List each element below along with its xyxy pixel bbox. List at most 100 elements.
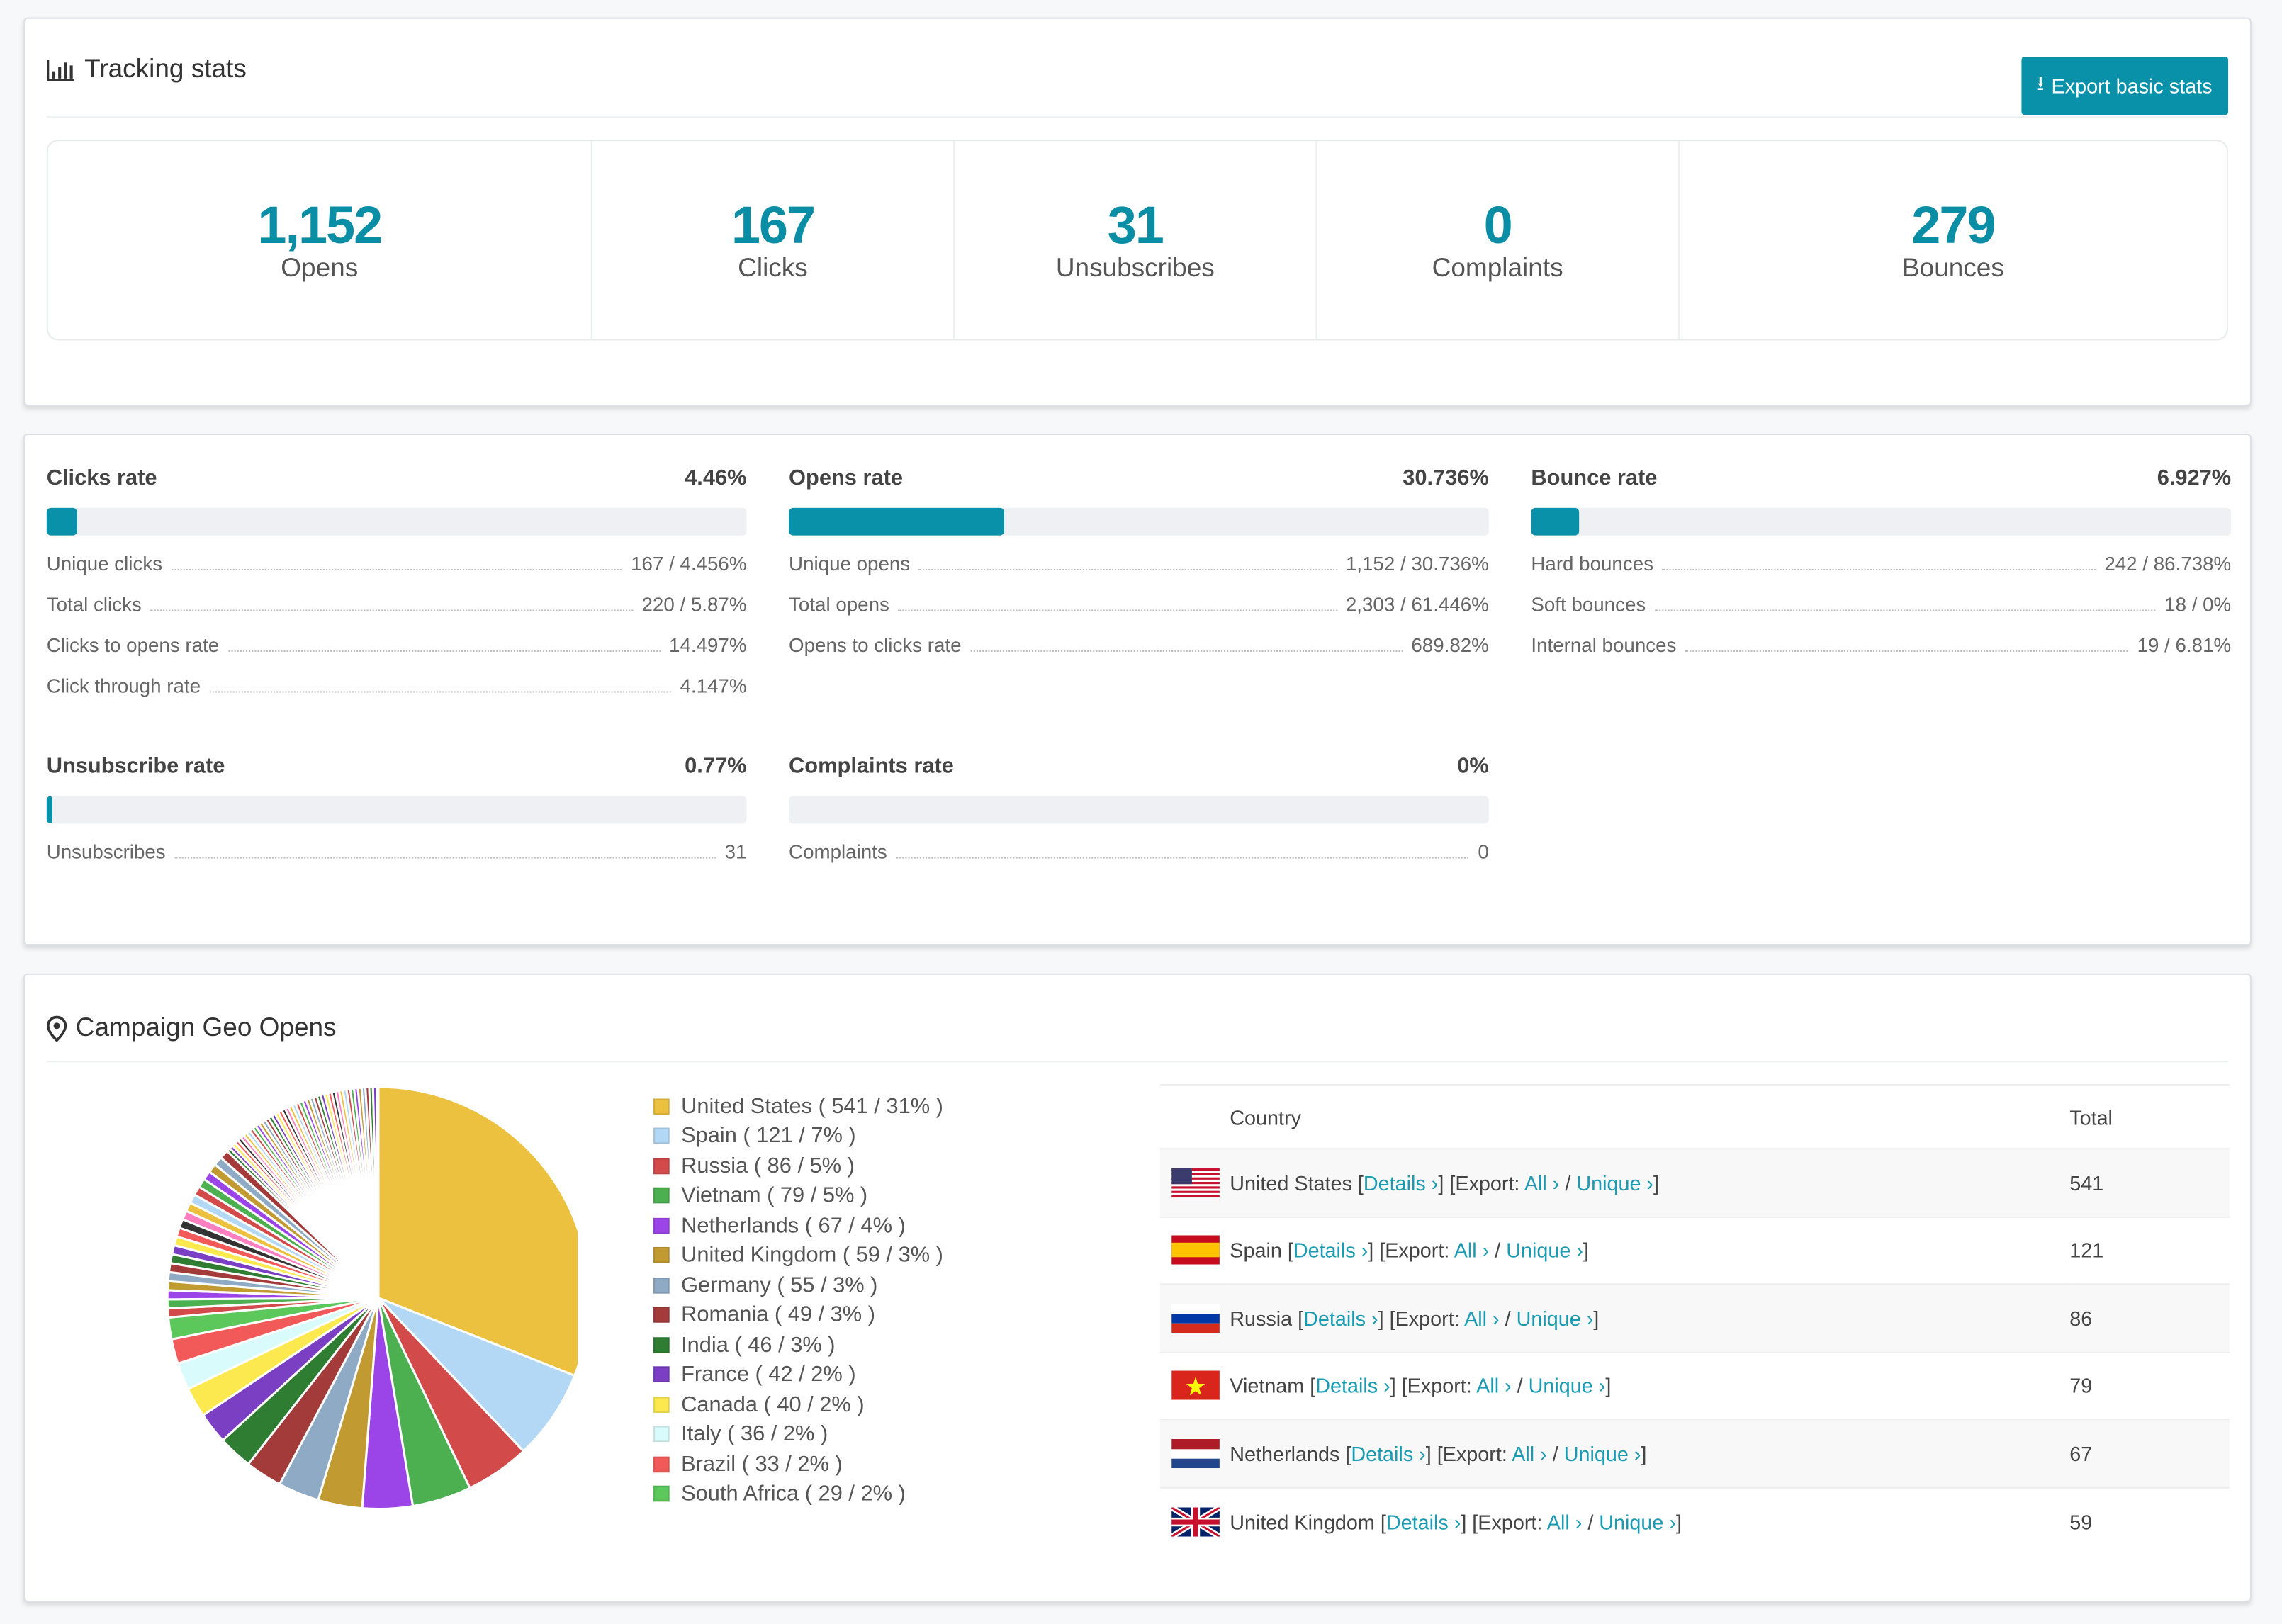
metric-row: Complaints 0 bbox=[789, 841, 1489, 864]
metric-row: Unique clicks 167 / 4.456% bbox=[47, 553, 747, 576]
metric-label: Total opens bbox=[789, 593, 889, 616]
bracket: ] bbox=[1653, 1171, 1660, 1195]
progress-fill bbox=[1531, 507, 1580, 536]
country-name: Netherlands bbox=[1230, 1441, 1340, 1465]
export-basic-stats-button[interactable]: ⭳ Export basic stats bbox=[2020, 57, 2229, 115]
metric-row: Internal bounces 19 / 6.81% bbox=[1531, 634, 2231, 658]
stat-opens: 1,152 Opens bbox=[48, 141, 592, 339]
metric-label: Total clicks bbox=[46, 593, 142, 616]
separator: / bbox=[1511, 1374, 1529, 1397]
table-row: United Kingdom [Details ›] [Export: All … bbox=[1159, 1486, 2230, 1555]
export-label: ] [Export: bbox=[1390, 1374, 1477, 1397]
export-unique-link[interactable]: Unique › bbox=[1528, 1374, 1606, 1397]
rates-card: Clicks rate 4.46% Unique clicks 167 / 4.456… bbox=[23, 433, 2252, 946]
pie-slice-united-states[interactable] bbox=[377, 1086, 578, 1377]
rate-value: 30.736% bbox=[1403, 466, 1489, 491]
export-unique-link[interactable]: Unique › bbox=[1506, 1239, 1583, 1262]
metric-value: 2,303 / 61.446% bbox=[1345, 593, 1489, 616]
metric-label: Unique opens bbox=[789, 553, 911, 575]
legend-label: United Kingdom ( 59 / 3% ) bbox=[681, 1243, 943, 1268]
tracking-stats-card: Tracking stats ⭳ Export basic stats 1,152… bbox=[23, 17, 2252, 406]
legend-item: Spain ( 121 / 7% ) bbox=[653, 1121, 943, 1151]
details-link[interactable]: Details › bbox=[1363, 1171, 1439, 1195]
geo-pie-chart bbox=[166, 1086, 578, 1511]
legend-label: Brazil ( 33 / 2% ) bbox=[681, 1451, 843, 1477]
metric-row: Clicks to opens rate 14.497% bbox=[47, 634, 747, 658]
export-unique-link[interactable]: Unique › bbox=[1516, 1306, 1594, 1330]
header-country: Country bbox=[1230, 1083, 2070, 1149]
download-icon: ⭳ bbox=[2037, 71, 2045, 95]
rate-title: Complaints rate bbox=[789, 753, 954, 779]
country-name: Spain bbox=[1230, 1239, 1282, 1262]
legend-label: Italy ( 36 / 2% ) bbox=[681, 1421, 828, 1447]
legend-label: Netherlands ( 67 / 4% ) bbox=[681, 1213, 906, 1239]
details-link[interactable]: Details › bbox=[1351, 1441, 1426, 1465]
export-all-link[interactable]: All › bbox=[1512, 1441, 1547, 1465]
metric-row: Opens to clicks rate 689.82% bbox=[789, 634, 1489, 658]
export-all-link[interactable]: All › bbox=[1476, 1374, 1512, 1397]
legend-label: United States ( 541 / 31% ) bbox=[681, 1093, 943, 1119]
map-pin-icon bbox=[46, 1015, 67, 1042]
stat-value: 1,152 bbox=[257, 194, 383, 254]
table-row: United States [Details ›] [Export: All ›… bbox=[1159, 1148, 2230, 1217]
metric-label: Click through rate bbox=[46, 675, 201, 697]
export-all-link[interactable]: All › bbox=[1454, 1239, 1490, 1262]
table-row: Netherlands [Details ›] [Export: All › /… bbox=[1159, 1419, 2230, 1487]
rate-title: Bounce rate bbox=[1531, 466, 1658, 491]
stat-label: Opens bbox=[281, 252, 359, 282]
stat-value: 279 bbox=[1911, 194, 1996, 254]
dot-leader bbox=[209, 691, 672, 693]
export-unique-link[interactable]: Unique › bbox=[1599, 1509, 1676, 1533]
country-total: 59 bbox=[2069, 1486, 2230, 1555]
country-total: 541 bbox=[2069, 1148, 2230, 1217]
legend-item: France ( 42 / 2% ) bbox=[653, 1360, 943, 1389]
export-unique-link[interactable]: Unique › bbox=[1576, 1171, 1654, 1195]
rate-title: Opens rate bbox=[789, 466, 904, 491]
progress-bar bbox=[46, 796, 747, 824]
metric-row: Hard bounces 242 / 86.738% bbox=[1531, 553, 2231, 576]
separator: / bbox=[1582, 1509, 1600, 1533]
rate-title: Clicks rate bbox=[46, 466, 157, 491]
stat-label: Complaints bbox=[1432, 252, 1563, 282]
dot-leader bbox=[174, 857, 716, 859]
metric-value: 18 / 0% bbox=[2164, 593, 2232, 616]
export-unique-link[interactable]: Unique › bbox=[1563, 1441, 1641, 1465]
rate-value: 0.77% bbox=[685, 753, 747, 779]
dot-leader bbox=[898, 609, 1337, 611]
legend-swatch bbox=[653, 1336, 670, 1353]
legend-item: United Kingdom ( 59 / 3% ) bbox=[653, 1241, 943, 1270]
dot-leader bbox=[969, 650, 1403, 653]
pie-slice-spain[interactable] bbox=[377, 1297, 576, 1453]
details-link[interactable]: Details › bbox=[1303, 1306, 1378, 1330]
dot-leader bbox=[896, 857, 1470, 859]
flag-gb-icon bbox=[1171, 1506, 1220, 1536]
separator: / bbox=[1546, 1441, 1564, 1465]
country-name: United States bbox=[1230, 1171, 1352, 1195]
rate-clicks-rate: Clicks rate 4.46% Unique clicks 167 / 4.456… bbox=[46, 466, 747, 699]
rate-complaints-rate: Complaints rate 0% Complaints 0 bbox=[789, 754, 1489, 864]
legend-item: United States ( 541 / 31% ) bbox=[653, 1091, 943, 1121]
export-label: ] [Export: bbox=[1438, 1171, 1524, 1195]
flag-es-icon bbox=[1171, 1236, 1220, 1265]
export-all-link[interactable]: All › bbox=[1546, 1509, 1583, 1533]
legend-swatch bbox=[653, 1426, 670, 1443]
metric-row: Total opens 2,303 / 61.446% bbox=[789, 594, 1489, 617]
metric-row: Soft bounces 18 / 0% bbox=[1531, 594, 2231, 617]
details-link[interactable]: Details › bbox=[1386, 1509, 1461, 1533]
details-link[interactable]: Details › bbox=[1293, 1239, 1368, 1262]
legend-swatch bbox=[653, 1366, 670, 1383]
metric-label: Hard bounces bbox=[1531, 553, 1654, 575]
details-link[interactable]: Details › bbox=[1315, 1374, 1390, 1397]
legend-swatch bbox=[653, 1158, 670, 1174]
country-total: 79 bbox=[2069, 1350, 2230, 1420]
flag-nl-icon bbox=[1171, 1438, 1220, 1468]
legend-label: South Africa ( 29 / 2% ) bbox=[681, 1482, 906, 1506]
export-all-link[interactable]: All › bbox=[1464, 1306, 1500, 1330]
stat-complaints: 0 Complaints bbox=[1317, 141, 1680, 339]
stat-unsubscribes: 31 Unsubscribes bbox=[955, 141, 1317, 339]
legend-item: Netherlands ( 67 / 4% ) bbox=[653, 1211, 943, 1241]
legend-swatch bbox=[653, 1247, 670, 1264]
legend-label: Canada ( 40 / 2% ) bbox=[681, 1392, 865, 1417]
export-all-link[interactable]: All › bbox=[1524, 1171, 1560, 1195]
pie-slice-other[interactable] bbox=[376, 1086, 380, 1298]
